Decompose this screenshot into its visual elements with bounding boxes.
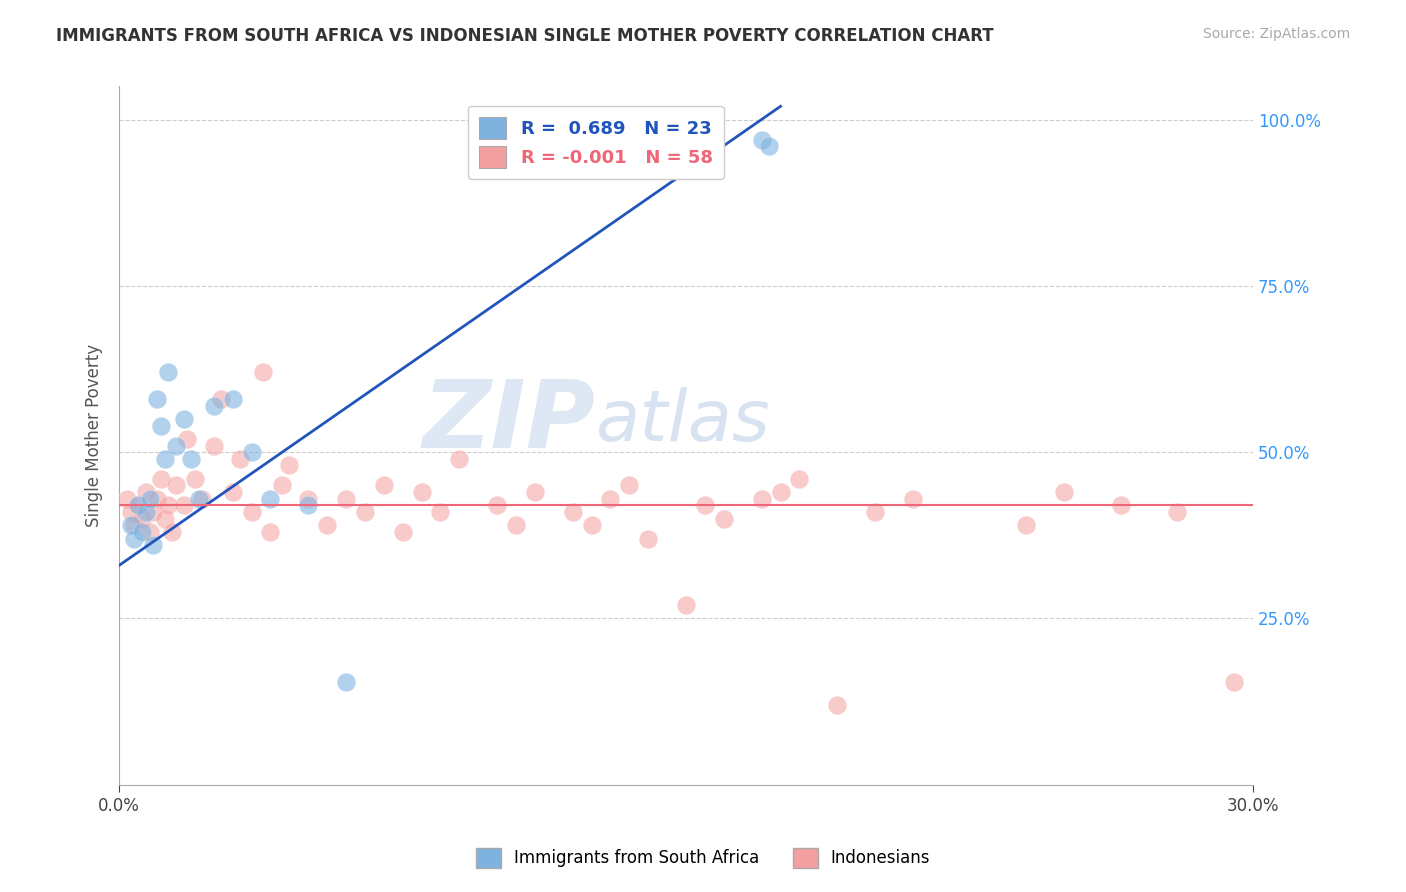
Point xyxy=(173,499,195,513)
Point xyxy=(1015,518,1038,533)
Point xyxy=(373,478,395,492)
Point xyxy=(142,505,165,519)
Point xyxy=(202,399,225,413)
Point xyxy=(335,491,357,506)
Point xyxy=(270,478,292,492)
Point xyxy=(127,499,149,513)
Point xyxy=(1223,674,1246,689)
Point xyxy=(209,392,232,406)
Point xyxy=(825,698,848,712)
Point xyxy=(240,445,263,459)
Point xyxy=(120,505,142,519)
Point xyxy=(259,524,281,539)
Point xyxy=(751,132,773,146)
Point xyxy=(278,458,301,473)
Point xyxy=(124,532,146,546)
Point xyxy=(449,451,471,466)
Point xyxy=(135,485,157,500)
Point xyxy=(127,499,149,513)
Point xyxy=(354,505,377,519)
Point xyxy=(581,518,603,533)
Point xyxy=(124,518,146,533)
Point xyxy=(187,491,209,506)
Point xyxy=(149,418,172,433)
Point xyxy=(131,524,153,539)
Text: ZIP: ZIP xyxy=(422,376,595,467)
Point xyxy=(391,524,413,539)
Point xyxy=(131,512,153,526)
Point xyxy=(138,524,160,539)
Point xyxy=(153,512,176,526)
Point xyxy=(146,392,169,406)
Point xyxy=(758,139,780,153)
Point xyxy=(229,451,252,466)
Point xyxy=(221,485,243,500)
Point xyxy=(693,499,716,513)
Point xyxy=(675,598,697,612)
Point xyxy=(138,491,160,506)
Point xyxy=(411,485,433,500)
Y-axis label: Single Mother Poverty: Single Mother Poverty xyxy=(86,344,103,527)
Point xyxy=(1109,499,1132,513)
Point xyxy=(142,538,165,552)
Point xyxy=(637,532,659,546)
Point xyxy=(901,491,924,506)
Point xyxy=(221,392,243,406)
Point xyxy=(240,505,263,519)
Point xyxy=(335,674,357,689)
Text: Source: ZipAtlas.com: Source: ZipAtlas.com xyxy=(1202,27,1350,41)
Point xyxy=(135,505,157,519)
Point xyxy=(863,505,886,519)
Point xyxy=(160,524,183,539)
Point xyxy=(165,478,187,492)
Point xyxy=(599,491,621,506)
Point xyxy=(259,491,281,506)
Point xyxy=(180,451,202,466)
Point xyxy=(789,472,811,486)
Point xyxy=(297,499,319,513)
Point xyxy=(523,485,546,500)
Point xyxy=(316,518,339,533)
Point xyxy=(1053,485,1076,500)
Legend: R =  0.689   N = 23, R = -0.001   N = 58: R = 0.689 N = 23, R = -0.001 N = 58 xyxy=(468,106,724,178)
Point xyxy=(176,432,198,446)
Point xyxy=(173,412,195,426)
Point xyxy=(1166,505,1188,519)
Point xyxy=(191,491,214,506)
Text: IMMIGRANTS FROM SOUTH AFRICA VS INDONESIAN SINGLE MOTHER POVERTY CORRELATION CHA: IMMIGRANTS FROM SOUTH AFRICA VS INDONESI… xyxy=(56,27,994,45)
Legend: Immigrants from South Africa, Indonesians: Immigrants from South Africa, Indonesian… xyxy=(470,841,936,875)
Point xyxy=(149,472,172,486)
Point xyxy=(769,485,792,500)
Text: atlas: atlas xyxy=(595,387,770,456)
Point xyxy=(157,365,180,379)
Point xyxy=(184,472,207,486)
Point xyxy=(165,438,187,452)
Point xyxy=(157,499,180,513)
Point xyxy=(115,491,138,506)
Point xyxy=(486,499,509,513)
Point xyxy=(429,505,451,519)
Point xyxy=(146,491,169,506)
Point xyxy=(505,518,527,533)
Point xyxy=(713,512,735,526)
Point xyxy=(252,365,274,379)
Point xyxy=(202,438,225,452)
Point xyxy=(153,451,176,466)
Point xyxy=(561,505,583,519)
Point xyxy=(751,491,773,506)
Point xyxy=(120,518,142,533)
Point xyxy=(619,478,641,492)
Point xyxy=(297,491,319,506)
